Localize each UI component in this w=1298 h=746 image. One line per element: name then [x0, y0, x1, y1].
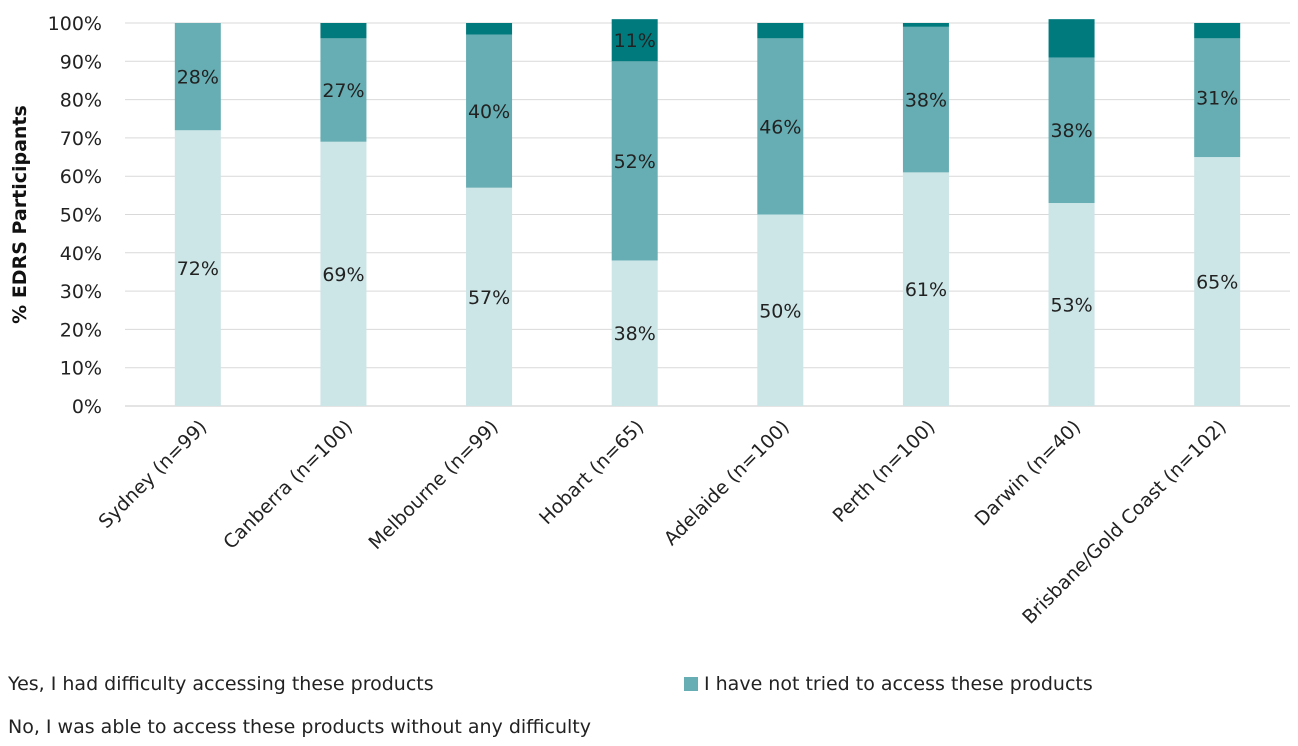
bar-segment	[174, 130, 221, 407]
y-tick-label: 70%	[60, 128, 102, 150]
data-label: 11%	[614, 30, 656, 52]
data-label: 57%	[468, 287, 510, 309]
y-axis-title: % EDRS Participants	[9, 105, 31, 324]
bar-segment	[902, 23, 949, 27]
legend-item-not-tried: I have not tried to access these product…	[684, 673, 1093, 695]
bar-segment	[611, 61, 658, 261]
bar-segment	[902, 172, 949, 406]
legend-item-yes: Yes, I had difficulty accessing these pr…	[8, 673, 434, 695]
bar-segment	[1048, 57, 1095, 204]
data-label: 38%	[905, 90, 947, 112]
legend-label-yes: Yes, I had difficulty accessing these pr…	[8, 673, 434, 695]
data-label: 65%	[1196, 272, 1238, 294]
data-label: 40%	[468, 101, 510, 123]
y-tick-label: 40%	[60, 243, 102, 265]
bar-segment	[320, 141, 367, 407]
bar-segment	[1194, 38, 1241, 158]
y-tick-label: 90%	[60, 51, 102, 73]
y-tick-label: 80%	[60, 90, 102, 112]
data-label: 50%	[759, 300, 801, 322]
data-label: 28%	[177, 67, 219, 89]
y-tick-label: 20%	[60, 319, 102, 341]
bar-segment	[1194, 23, 1241, 39]
data-label: 52%	[614, 151, 656, 173]
bar-segment	[320, 38, 367, 142]
y-tick-label: 60%	[60, 166, 102, 188]
x-tick-label: Perth (n=100)	[829, 416, 940, 527]
x-tick-label: Adelaide (n=100)	[660, 416, 794, 550]
data-label: 46%	[759, 116, 801, 138]
x-tick-label: Sydney (n=99)	[94, 416, 211, 533]
bar-segment	[757, 214, 804, 406]
bar-segment	[320, 23, 367, 39]
legend-label-not-tried: I have not tried to access these product…	[704, 673, 1093, 695]
x-tick-label: Canberra (n=100)	[219, 416, 357, 554]
data-label: 31%	[1196, 88, 1238, 110]
y-tick-label: 30%	[60, 281, 102, 303]
x-tick-label: Melbourne (n=99)	[364, 416, 502, 554]
data-label: 27%	[322, 80, 364, 102]
y-tick-label: 50%	[60, 205, 102, 227]
y-tick-label: 10%	[60, 358, 102, 380]
y-tick-label: 100%	[48, 13, 102, 35]
bar-segment	[757, 38, 804, 215]
bar-segment	[611, 260, 658, 406]
bar-segment	[757, 23, 804, 39]
data-label: 69%	[322, 264, 364, 286]
bar-segment	[1194, 157, 1241, 406]
bar-segment	[1048, 19, 1095, 58]
data-label: 53%	[1050, 295, 1092, 317]
bar-segment	[1048, 203, 1095, 406]
legend-swatch-not-tried	[684, 677, 698, 691]
x-tick-label: Darwin (n=40)	[971, 416, 1086, 531]
stacked-bar-chart: 0% 10% 20% 30% 40% 50% 60% 70% 80% 90% 100% % EDRS …	[9, 13, 1290, 629]
bar-segment	[174, 23, 221, 131]
bar-segment	[466, 34, 513, 188]
legend-label-no: No, I was able to access these products …	[8, 716, 591, 738]
data-label: 38%	[614, 323, 656, 345]
y-tick-label: 0%	[72, 396, 102, 418]
bar-segment	[466, 23, 513, 35]
bar-segment	[902, 26, 949, 173]
data-label: 38%	[1050, 120, 1092, 142]
legend-item-no: No, I was able to access these products …	[8, 716, 591, 738]
bar-segment	[611, 19, 658, 62]
data-label: 72%	[177, 258, 219, 280]
data-label: 61%	[905, 279, 947, 301]
x-tick-label: Hobart (n=65)	[535, 416, 648, 529]
bar-segment	[466, 187, 513, 406]
